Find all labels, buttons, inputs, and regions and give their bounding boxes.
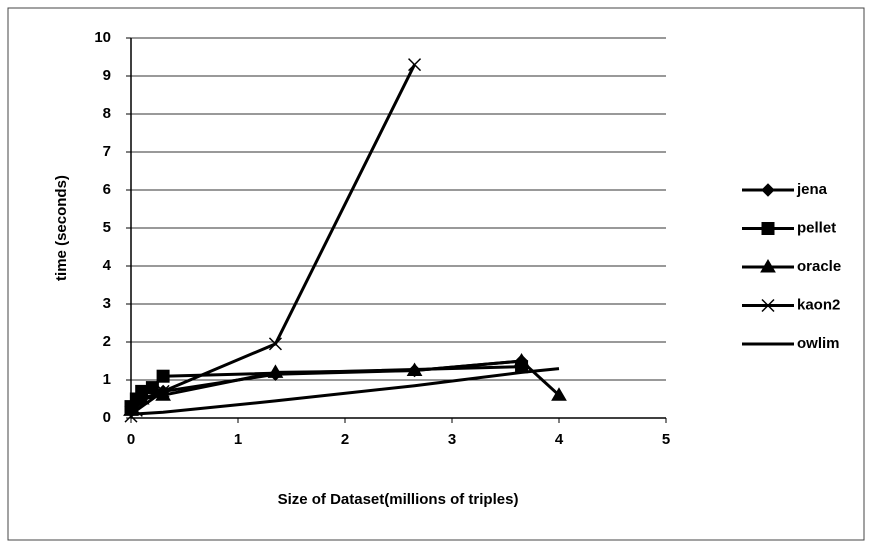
- y-tick-label: 7: [103, 143, 111, 160]
- marker: [268, 337, 282, 351]
- marker: [408, 58, 422, 72]
- legend-label: owlim: [797, 335, 840, 352]
- y-tick-label: 3: [103, 295, 111, 312]
- legend-marker: [761, 183, 775, 197]
- legend-marker: [760, 259, 776, 273]
- marker: [406, 362, 423, 376]
- marker: [156, 384, 170, 398]
- legend-marker: [761, 298, 775, 313]
- marker: [156, 369, 170, 383]
- x-tick-label: 0: [127, 431, 135, 448]
- y-tick-label: 4: [103, 257, 112, 274]
- x-tick-label: 5: [662, 431, 670, 448]
- y-axis-label: time (seconds): [53, 175, 70, 281]
- y-tick-label: 8: [103, 105, 111, 122]
- x-tick-label: 2: [341, 431, 349, 448]
- y-tick-label: 1: [103, 371, 111, 388]
- x-axis-label: Size of Dataset(millions of triples): [278, 491, 519, 508]
- legend-label: oracle: [797, 258, 841, 275]
- marker: [267, 364, 284, 378]
- y-tick-label: 5: [103, 219, 111, 236]
- legend-label: pellet: [797, 219, 836, 236]
- legend-label: jena: [796, 181, 828, 198]
- marker: [513, 353, 530, 367]
- marker: [145, 381, 159, 395]
- x-tick-label: 1: [234, 431, 242, 448]
- legend-marker: [761, 222, 775, 235]
- marker: [551, 387, 567, 401]
- chart-frame: [7, 7, 865, 541]
- legend-label: kaon2: [797, 296, 840, 313]
- series-line: [130, 367, 560, 416]
- y-tick-label: 10: [94, 29, 111, 46]
- y-tick-label: 6: [103, 181, 111, 198]
- y-tick-label: 0: [103, 409, 111, 426]
- x-tick-label: 4: [555, 431, 564, 448]
- y-tick-label: 9: [103, 67, 111, 84]
- y-tick-label: 2: [103, 333, 111, 350]
- x-tick-label: 3: [448, 431, 456, 448]
